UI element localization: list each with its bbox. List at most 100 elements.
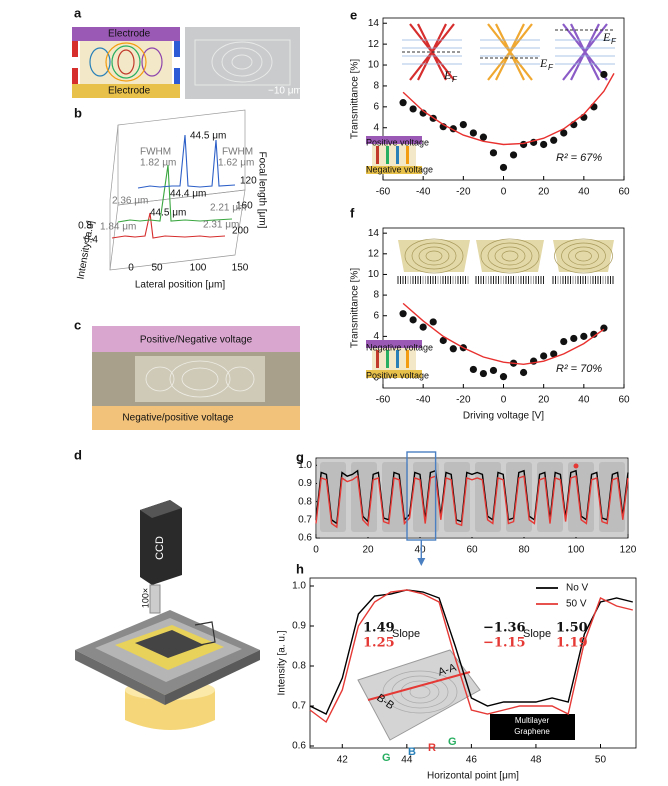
inset-stripe <box>406 350 409 368</box>
point <box>469 365 477 374</box>
annotation: 44.5 μm <box>150 208 186 219</box>
objective-label: 100× <box>140 588 150 608</box>
z-tick-label: 200 <box>232 226 249 237</box>
annotation: Slope <box>392 628 420 640</box>
point <box>479 133 488 141</box>
series-line <box>309 589 633 715</box>
inset-electrode <box>366 340 422 348</box>
point <box>540 140 548 149</box>
band-diagram <box>555 23 615 81</box>
y-tick-label: 14 <box>368 18 380 29</box>
sem-ring <box>391 675 449 709</box>
ccd-label: CCD <box>154 536 166 560</box>
sem-ring <box>382 670 458 714</box>
annotation: Slope <box>523 628 551 640</box>
point <box>560 129 568 137</box>
plot-frame <box>309 577 637 749</box>
legend-label: No V <box>566 583 589 594</box>
marker-dot <box>573 463 579 469</box>
x-tick-label: 40 <box>414 545 426 556</box>
x-tick-label: -40 <box>416 395 431 406</box>
panel-label: f <box>350 205 355 220</box>
x-tick-label: -20 <box>456 395 471 406</box>
lens-ring <box>494 246 526 266</box>
inset-lens <box>372 144 416 166</box>
point <box>600 70 608 79</box>
y-tick-label: 0.4 <box>84 235 98 246</box>
z-tick-label: 160 <box>236 201 253 212</box>
panel-label: c <box>74 317 81 332</box>
y-tick-label: 0.7 <box>298 514 312 525</box>
y-tick-label: 14 <box>368 228 380 239</box>
fermi-label-sub: F <box>548 63 554 72</box>
section-line <box>367 671 471 701</box>
y-tick-label: 4 <box>373 331 379 342</box>
y-tick-label: 6 <box>373 310 379 321</box>
point <box>479 369 488 378</box>
voltage-label: Negative/positive voltage <box>122 413 234 424</box>
scale-bar-label: −10 μm <box>268 86 302 97</box>
point <box>560 337 568 346</box>
lens-ring <box>568 246 599 266</box>
x-tick-label: -60 <box>376 187 391 198</box>
point <box>540 352 548 360</box>
point <box>449 345 457 353</box>
x-tick-label: 0 <box>128 263 134 274</box>
inset-electrode <box>366 166 422 174</box>
y-tick-label: 12 <box>368 39 380 50</box>
annotation: −1.36 <box>483 621 526 636</box>
electrode-label: Electrode <box>108 86 151 97</box>
series-line <box>309 589 633 724</box>
point <box>590 330 598 338</box>
annotation: 1.19 <box>556 636 588 651</box>
annotation: 1.49 <box>363 621 395 636</box>
point <box>550 350 558 358</box>
lens-ring <box>561 242 606 270</box>
point <box>469 129 477 137</box>
y-axis-label: Intensity [a. u.] <box>277 630 288 695</box>
point <box>419 109 427 117</box>
annotation: Positive voltage <box>366 137 429 147</box>
y-axis-label: Transmittance [%] <box>350 59 361 139</box>
inset-electrode <box>366 136 422 144</box>
panel-label: h <box>296 561 304 576</box>
legend-label: 50 V <box>566 599 587 610</box>
point <box>489 149 498 157</box>
point <box>519 368 528 377</box>
annotation: R² = 70% <box>556 363 602 375</box>
voltage-label: Positive/Negative voltage <box>140 335 253 346</box>
band-line <box>570 23 600 81</box>
point <box>499 373 508 381</box>
y-tick-label: 10 <box>368 60 380 71</box>
lens-ring <box>404 238 464 274</box>
annotation: Graphene <box>514 727 550 736</box>
z-axis-label: Focal length [μm] <box>256 152 267 229</box>
x-tick-label: 150 <box>232 263 249 274</box>
annotation: R <box>428 742 436 754</box>
x-tick-label: 44 <box>401 755 413 766</box>
y-tick-label: 12 <box>368 248 380 259</box>
x-tick-label: 50 <box>595 755 607 766</box>
lens-ring <box>554 238 613 274</box>
point <box>399 310 407 318</box>
y-tick-label: 0.9 <box>298 478 312 489</box>
x-axis-label: Horizontal point [μm] <box>427 771 519 782</box>
annotation: FWHM <box>140 147 171 158</box>
x-tick-label: -20 <box>456 187 471 198</box>
annotation: G <box>448 736 457 748</box>
panel-label: d <box>74 447 82 462</box>
y-tick-label: 0.6 <box>292 741 306 752</box>
x-axis-label: Driving voltage [V] <box>463 411 544 422</box>
point <box>459 121 467 129</box>
point <box>519 140 528 149</box>
fermi-label-sub: F <box>452 75 458 84</box>
x-tick-label: -40 <box>416 187 431 198</box>
lens-image <box>476 240 544 272</box>
x-tick-label: 100 <box>568 545 585 556</box>
inset-stripe <box>386 146 389 164</box>
fermi-label: E <box>602 30 611 44</box>
annotation: 1.62 μm <box>218 158 254 169</box>
y-tick-label: 8 <box>373 290 379 301</box>
y-tick-label: 0.7 <box>292 701 306 712</box>
